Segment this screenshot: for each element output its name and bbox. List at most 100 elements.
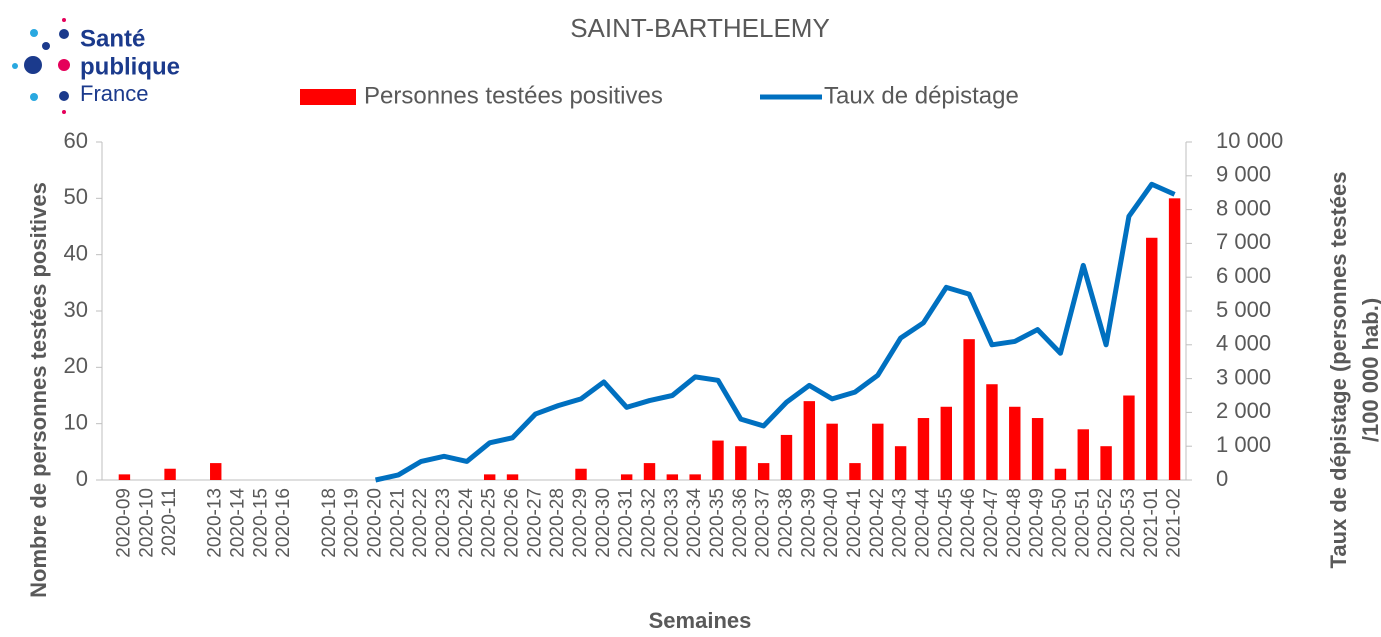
logo-dot	[30, 29, 38, 37]
x-tick-label: 2020-22	[410, 488, 431, 558]
logo-text: France	[80, 81, 148, 106]
x-tick-label: 2020-32	[639, 488, 660, 558]
x-tick-label: 2020-19	[342, 488, 363, 558]
x-tick-label: 2020-50	[1049, 488, 1070, 558]
bar	[666, 474, 679, 480]
bar	[620, 474, 633, 480]
bar	[1054, 468, 1067, 480]
logo-dot	[12, 63, 18, 69]
y-tick-label: 40	[64, 240, 88, 265]
x-tick-label: 2020-34	[684, 488, 705, 558]
legend-swatch	[300, 89, 356, 105]
x-tick-label: 2020-53	[1118, 488, 1139, 558]
logo-dot	[59, 91, 69, 101]
bar	[118, 474, 131, 480]
y2-axis-title: /100 000 hab.)	[1358, 298, 1381, 442]
bar	[803, 401, 816, 480]
x-tick-label: 2020-40	[821, 488, 842, 558]
y2-tick-label: 9 000	[1216, 162, 1271, 187]
y2-tick-label: 3 000	[1216, 364, 1271, 389]
y2-tick-label: 10 000	[1216, 128, 1283, 153]
x-tick-label: 2020-37	[753, 488, 774, 558]
bar	[210, 463, 222, 480]
logo-dot	[58, 59, 70, 71]
x-tick-label: 2021-02	[1164, 488, 1185, 558]
y2-axis-title: Taux de dépistage (personnes testées	[1326, 172, 1351, 569]
y2-tick-label: 5 000	[1216, 297, 1271, 322]
logo-dot	[30, 93, 38, 101]
logo-dot	[62, 18, 66, 22]
y2-tick-label: 8 000	[1216, 195, 1271, 220]
bar	[1009, 406, 1021, 480]
x-tick-label: 2020-10	[136, 488, 157, 558]
legend-label: Taux de dépistage	[824, 82, 1019, 109]
logo-text: publique	[80, 53, 180, 80]
bar	[1100, 446, 1112, 480]
y-tick-label: 50	[64, 184, 88, 209]
bar	[575, 468, 587, 480]
x-tick-label: 2020-42	[867, 488, 888, 558]
y2-tick-label: 2 000	[1216, 398, 1271, 423]
bar	[483, 474, 496, 480]
x-tick-label: 2020-21	[387, 488, 408, 558]
bar	[940, 406, 952, 480]
x-tick-label: 2020-43	[890, 488, 911, 558]
bar	[780, 434, 793, 480]
logo-dot	[62, 110, 66, 114]
logo-text: Santé	[80, 25, 145, 52]
bar	[506, 474, 519, 480]
bar	[872, 423, 884, 480]
bar	[1123, 395, 1135, 480]
x-tick-label: 2020-20	[365, 488, 386, 558]
bar	[1146, 237, 1158, 480]
x-tick-label: 2020-51	[1072, 488, 1093, 558]
y2-tick-label: 0	[1216, 466, 1228, 491]
bar	[986, 384, 998, 480]
line	[375, 181, 1176, 483]
y-tick-label: 10	[64, 409, 88, 434]
x-tick-label: 2020-23	[433, 488, 454, 558]
bar	[917, 418, 930, 480]
y-tick-label: 30	[64, 297, 88, 322]
x-tick-label: 2020-44	[912, 488, 933, 558]
bar	[164, 468, 176, 480]
x-axis-title: Semaines	[649, 608, 752, 633]
y2-tick-label: 6 000	[1216, 263, 1271, 288]
x-tick-label: 2020-35	[707, 488, 728, 558]
logo-dot	[42, 42, 50, 50]
bar	[757, 463, 770, 480]
x-tick-label: 2020-29	[570, 488, 591, 558]
y2-tick-label: 7 000	[1216, 229, 1271, 254]
x-tick-label: 2020-25	[479, 488, 500, 558]
x-tick-label: 2020-24	[456, 488, 477, 558]
bar	[963, 339, 975, 480]
x-tick-label: 2020-41	[844, 488, 865, 558]
x-tick-label: 2020-36	[730, 488, 751, 558]
bar	[826, 423, 838, 480]
chart-title: SAINT-BARTHELEMY	[570, 13, 830, 43]
x-tick-label: 2020-33	[661, 488, 682, 558]
x-tick-label: 2020-26	[502, 488, 523, 558]
x-tick-label: 2020-47	[981, 488, 1002, 558]
x-tick-label: 2020-15	[250, 488, 271, 558]
x-tick-label: 2020-11	[159, 488, 180, 556]
x-tick-label: 2020-18	[319, 488, 340, 558]
y-tick-label: 0	[76, 466, 88, 491]
x-tick-label: 2021-01	[1141, 488, 1162, 558]
x-tick-label: 2020-14	[228, 488, 249, 558]
y-tick-label: 20	[64, 353, 88, 378]
x-tick-label: 2020-49	[1027, 488, 1048, 558]
x-tick-label: 2020-16	[273, 488, 294, 558]
x-tick-label: 2020-13	[205, 488, 226, 558]
x-tick-label: 2020-52	[1095, 488, 1116, 558]
y2-tick-label: 4 000	[1216, 331, 1271, 356]
x-tick-label: 2020-28	[547, 488, 568, 558]
bar	[1168, 198, 1181, 481]
bar	[1077, 429, 1089, 480]
x-tick-label: 2020-46	[958, 488, 979, 558]
x-tick-label: 2020-39	[798, 488, 819, 558]
x-tick-label: 2020-27	[524, 488, 545, 558]
bar	[894, 446, 907, 480]
x-tick-label: 2020-48	[1004, 488, 1025, 558]
